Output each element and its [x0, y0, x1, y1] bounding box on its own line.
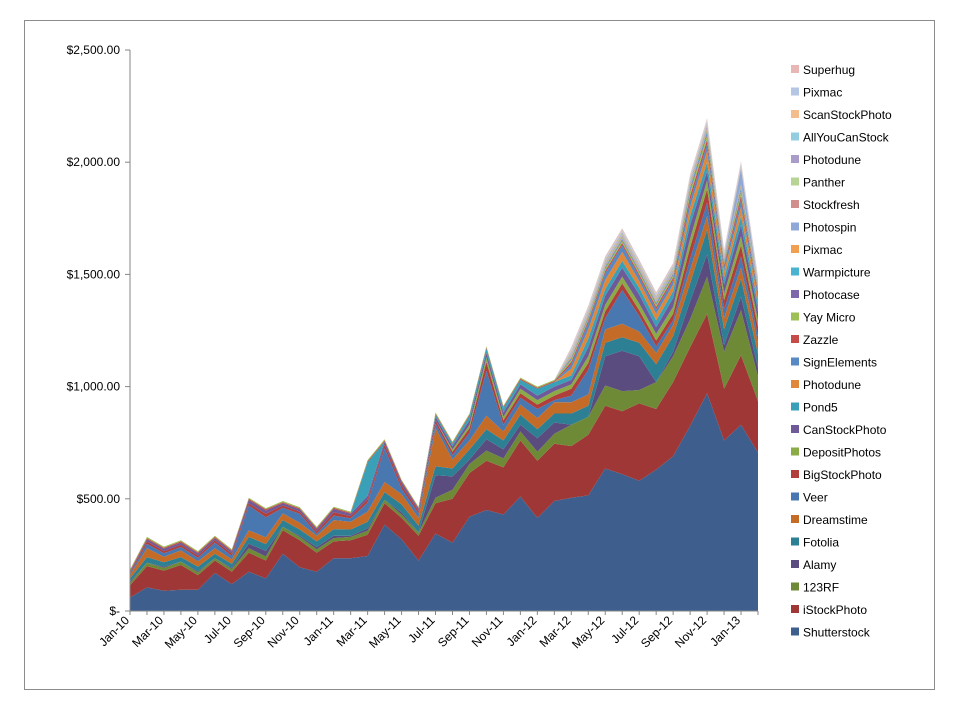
- x-tick-label: Nov-10: [265, 613, 302, 650]
- legend-swatch: [791, 537, 799, 546]
- x-tick-label: Sep-11: [435, 613, 472, 650]
- y-tick-label: $500.00: [77, 492, 121, 506]
- legend-label: Yay Micro: [803, 311, 856, 325]
- legend-swatch: [791, 155, 799, 163]
- stacked-area-chart: $- $500.00 $1,000.00 $1,500.00 $2,000.00 $2,5…: [67, 43, 892, 651]
- legend-label: Warmpicture: [803, 266, 871, 280]
- x-tick-label: Jul-11: [405, 613, 438, 646]
- x-tick-label: Sep-10: [231, 613, 268, 650]
- legend-swatch: [791, 290, 799, 298]
- x-tick-label: Mar-11: [334, 613, 370, 649]
- x-tick-label: Jan-12: [504, 613, 540, 649]
- legend-label: DepositPhotos: [803, 446, 881, 460]
- legend-swatch: [791, 560, 799, 568]
- legend-label: Superhug: [803, 63, 855, 77]
- legend-swatch: [791, 87, 799, 96]
- y-tick-label: $1,000.00: [67, 380, 121, 394]
- area-series-photodune-11: [130, 151, 758, 572]
- x-tick-label: Jul-12: [608, 613, 641, 646]
- x-tick-label: Sep-12: [638, 613, 675, 650]
- legend-swatch: [791, 582, 799, 591]
- legend-swatch: [791, 380, 799, 388]
- legend-label: Photocase: [803, 288, 860, 302]
- x-tick-label: Jan-13: [707, 613, 743, 649]
- legend-swatch: [791, 447, 799, 456]
- legend-label: 123RF: [803, 581, 839, 595]
- legend-label: CanStockPhoto: [803, 423, 887, 437]
- legend-swatch: [791, 425, 799, 433]
- legend-swatch: [791, 267, 799, 276]
- x-tick-label: Jan-11: [301, 613, 336, 648]
- legend-label: ScanStockPhoto: [803, 108, 892, 122]
- legend-swatch: [791, 515, 799, 523]
- x-tick-label: Mar-12: [537, 613, 574, 650]
- x-tick-label: May-11: [366, 613, 404, 651]
- legend-label: SignElements: [803, 356, 877, 370]
- y-tick-label: $2,000.00: [67, 155, 121, 169]
- legend-label: Photodune: [803, 378, 861, 392]
- y-axis-ticks: $- $500.00 $1,000.00 $1,500.00 $2,000.00 $2,5…: [67, 43, 130, 618]
- legend-label: Stockfresh: [803, 198, 860, 212]
- legend-swatch: [791, 65, 799, 73]
- legend-label: Panther: [803, 176, 845, 190]
- legend-label: Photospin: [803, 221, 856, 235]
- y-tick-label: $1,500.00: [67, 267, 121, 281]
- legend-swatch: [791, 627, 799, 636]
- legend-swatch: [791, 222, 799, 231]
- x-tick-label: May-12: [569, 613, 607, 651]
- legend-swatch: [791, 177, 799, 186]
- x-tick-label: Jul-10: [201, 613, 234, 646]
- legend-label: Pond5: [803, 401, 838, 415]
- area-series-canstockphoto-9: [130, 171, 758, 573]
- x-tick-label: Nov-12: [672, 613, 709, 650]
- legend: Superhug Pixmac ScanStockPhoto AllYouCanSto…: [791, 63, 892, 640]
- chart-frame: $- $500.00 $1,000.00 $1,500.00 $2,000.00 $2,5…: [24, 20, 935, 690]
- legend-label: Pixmac: [803, 243, 842, 257]
- area-series-group: [130, 118, 758, 611]
- area-series-zazzle-13: [130, 139, 758, 572]
- legend-label: Fotolia: [803, 536, 839, 550]
- x-tick-label: Jan-10: [96, 613, 132, 649]
- axes-group: [129, 50, 758, 612]
- legend-swatch: [791, 335, 799, 343]
- legend-swatch: [791, 245, 799, 253]
- legend-swatch: [791, 110, 799, 118]
- legend-label: Dreamstime: [803, 513, 868, 527]
- legend-label: Photodune: [803, 153, 861, 167]
- area-series-123rf-2: [130, 276, 758, 586]
- x-tick-label: May-10: [162, 613, 200, 651]
- legend-label: BigStockPhoto: [803, 468, 882, 482]
- area-series-istockphoto-1: [130, 313, 758, 598]
- x-tick-label: Nov-11: [469, 613, 506, 650]
- legend-swatch: [791, 200, 799, 208]
- legend-label: Alamy: [803, 558, 836, 572]
- y-tick-label: $2,500.00: [67, 43, 121, 57]
- legend-swatch: [791, 470, 799, 478]
- legend-swatch: [791, 402, 799, 411]
- area-series-yay-micro-14: [130, 135, 758, 571]
- legend-label: Shutterstock: [803, 626, 871, 640]
- legend-label: Pixmac: [803, 86, 842, 100]
- x-tick-label: Mar-10: [129, 613, 166, 650]
- legend-label: AllYouCanStock: [803, 131, 890, 145]
- legend-swatch: [791, 492, 799, 501]
- area-series-shutterstock-0: [130, 393, 758, 611]
- legend-swatch: [791, 132, 799, 141]
- legend-label: Zazzle: [803, 333, 839, 347]
- area-series-pond5-10: [130, 162, 758, 572]
- legend-swatch: [791, 605, 799, 613]
- legend-swatch: [791, 357, 799, 366]
- y-tick-label: $-: [109, 604, 120, 618]
- legend-swatch: [791, 312, 799, 321]
- legend-label: Veer: [803, 491, 828, 505]
- area-series-signelements-12: [130, 144, 758, 572]
- legend-label: iStockPhoto: [803, 603, 867, 617]
